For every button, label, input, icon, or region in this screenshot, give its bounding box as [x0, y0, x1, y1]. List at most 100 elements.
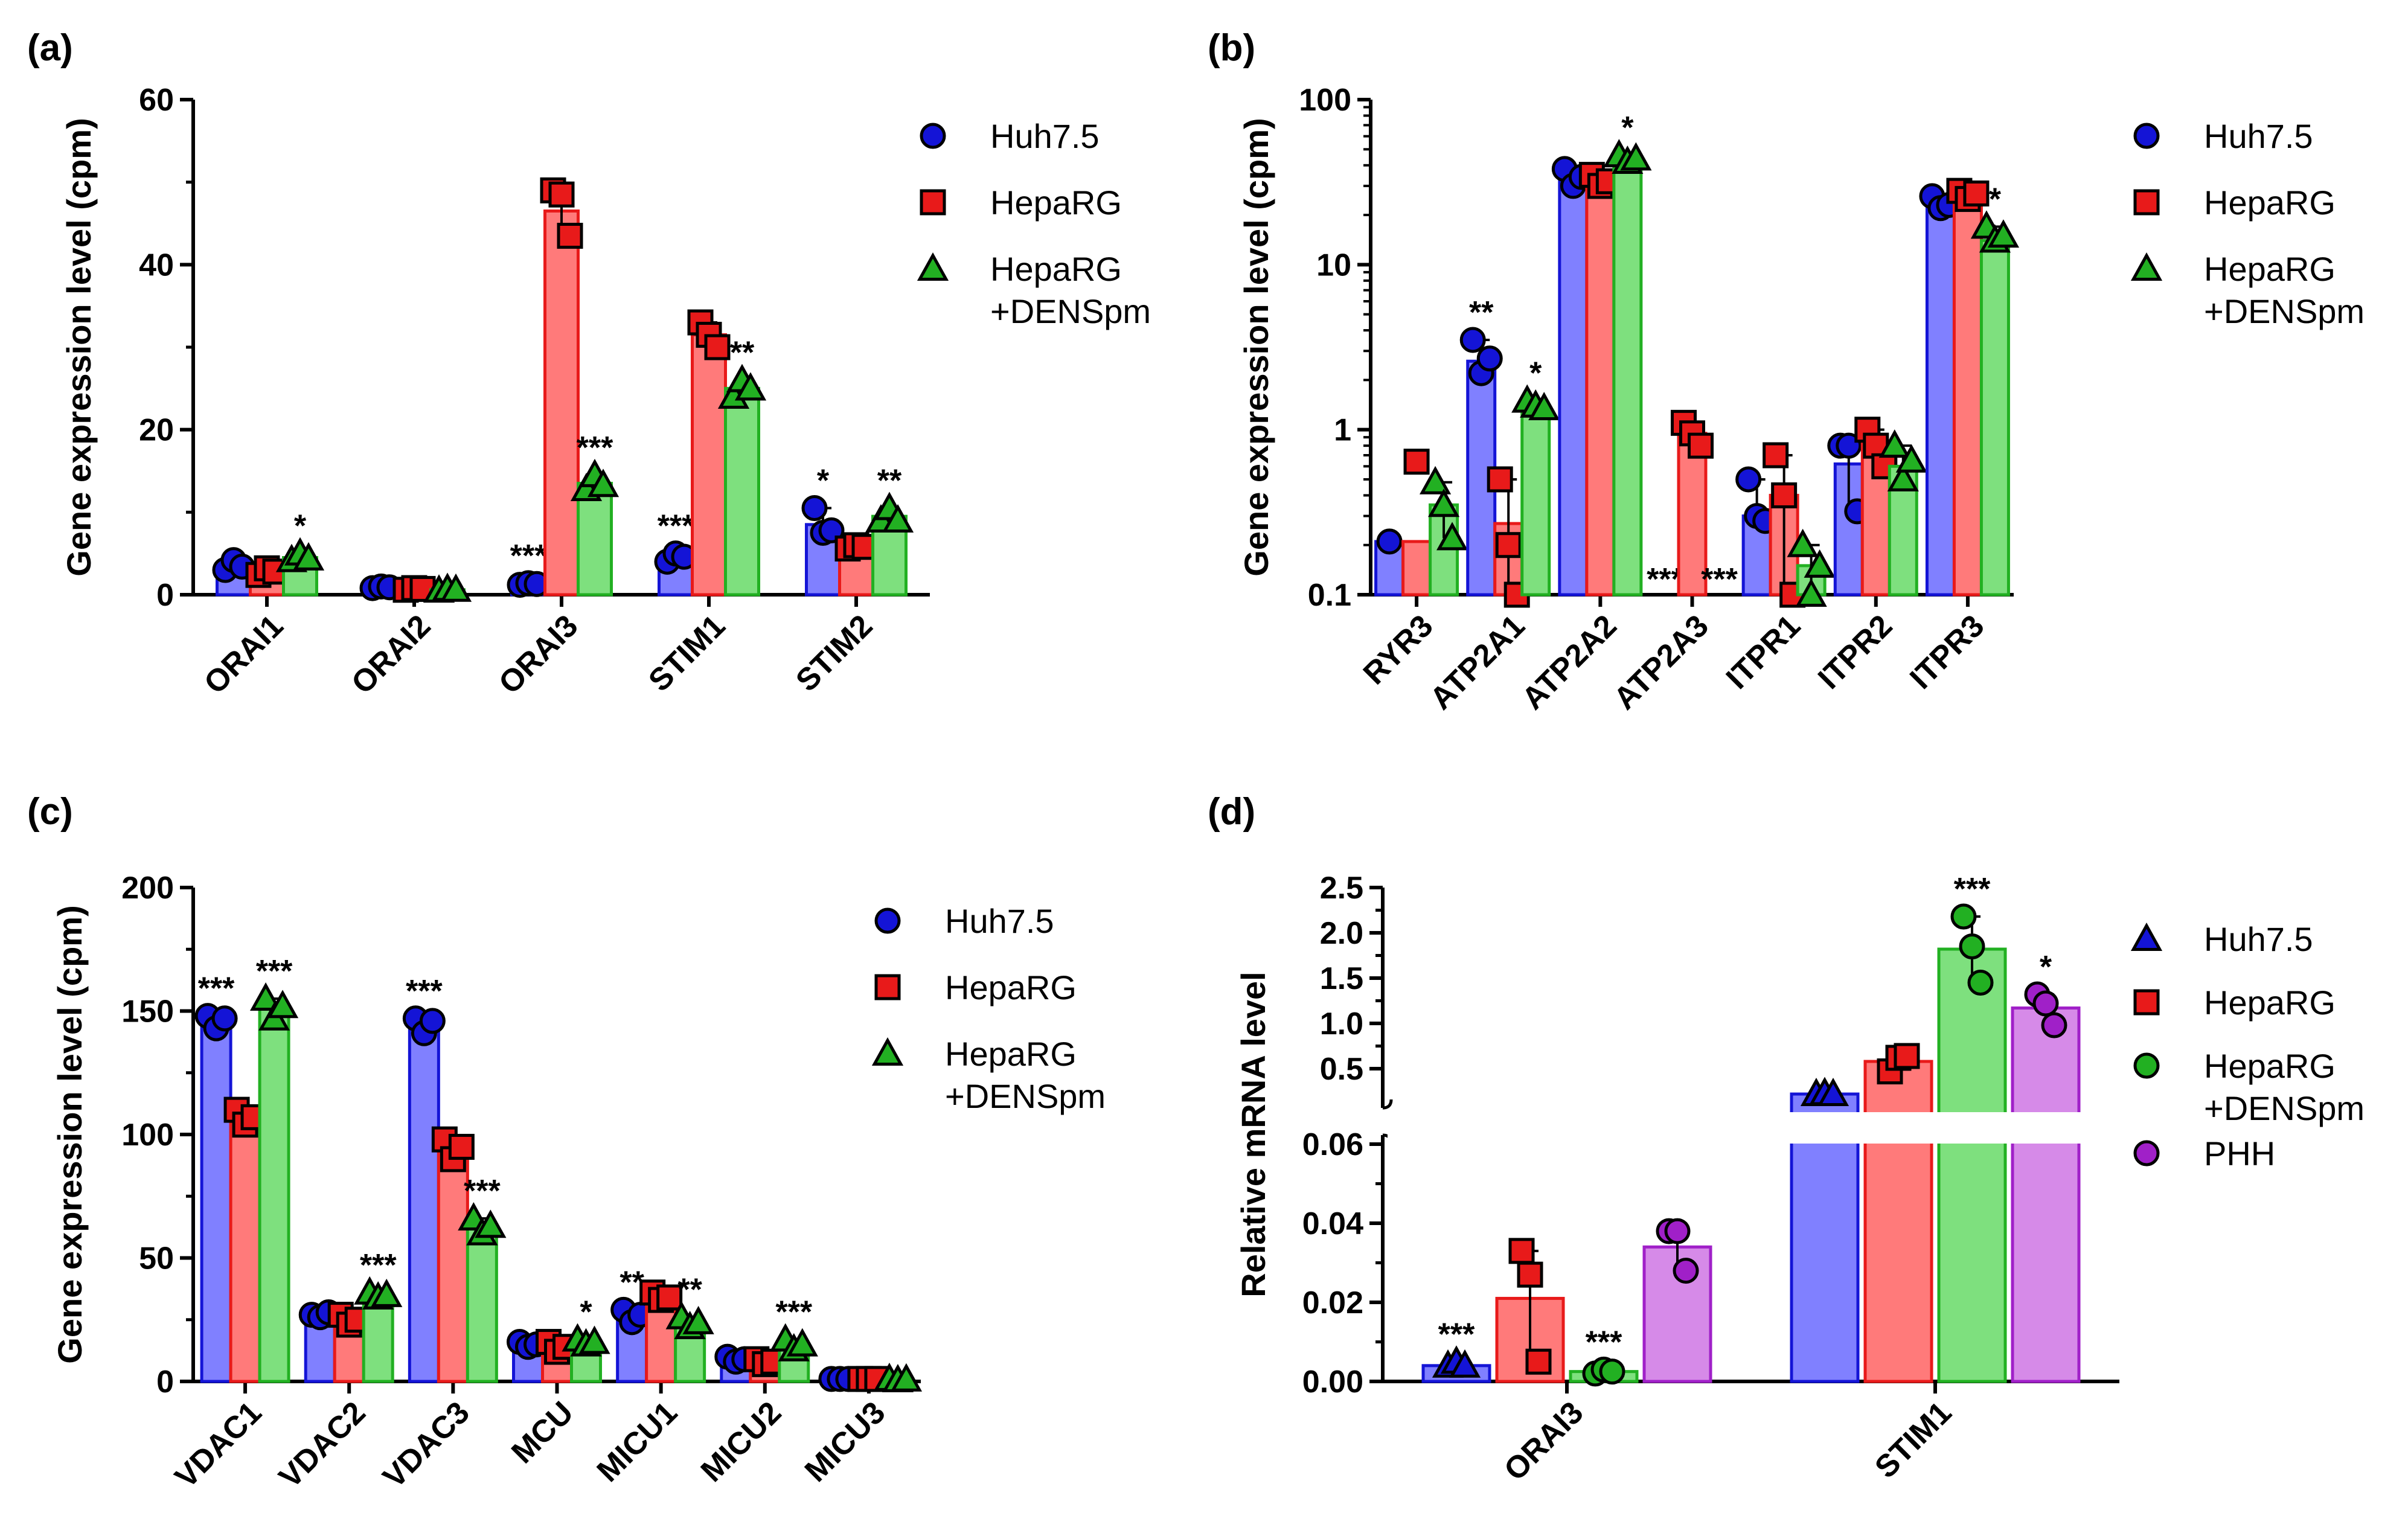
bar-vdac3-heparg-denspm	[466, 1224, 498, 1383]
legend-label: HepaRG	[945, 968, 1077, 1006]
legend-label: HepaRG	[2204, 184, 2336, 222]
significance-mark: ***	[406, 974, 443, 1009]
data-point-heparg-denspm	[1804, 549, 1836, 578]
legend-marker-heparg	[2133, 189, 2160, 216]
significance-mark: **	[730, 336, 755, 371]
y-tick-label: 50	[139, 1241, 174, 1276]
data-point-heparg-denspm	[578, 1325, 610, 1354]
data-point-heparg	[1963, 180, 1990, 206]
legend-marker-heparg	[2133, 989, 2160, 1016]
bar-itpr3-heparg-denspm	[1979, 238, 2010, 597]
bar-stim1-heparg-denspm	[1937, 947, 2007, 1383]
y-tick-label: 100	[1299, 83, 1351, 118]
data-point-heparg-denspm	[1787, 528, 1819, 557]
data-point-huh7-5	[419, 1008, 446, 1034]
x-tick-label: MICU3	[798, 1395, 892, 1488]
significance-mark: ***	[360, 1248, 397, 1283]
bar-stim1-heparg	[1863, 1060, 1933, 1383]
y-tick-label: 200	[121, 871, 174, 906]
data-point-heparg-denspm	[1795, 578, 1827, 607]
legend-label-line: HepaRG	[990, 250, 1122, 288]
significance-mark: ***	[464, 1174, 501, 1209]
y-tick-label: 0.02	[1302, 1285, 1363, 1320]
y-tick-label: 0.00	[1302, 1365, 1363, 1400]
x-tick-label: RYR3	[1357, 608, 1440, 691]
y-axis-title: Relative mRNA level	[1234, 971, 1272, 1298]
significance-mark: ***	[256, 954, 293, 989]
x-tick-label: STIM2	[789, 608, 879, 698]
y-tick-label: 0.04	[1302, 1206, 1363, 1241]
significance-mark: *	[817, 464, 830, 499]
legend-marker-huh7-5	[2133, 123, 2160, 149]
legend-marker-heparg	[874, 974, 901, 1000]
data-point-phh	[2032, 990, 2059, 1017]
data-point-heparg-denspm	[440, 573, 472, 602]
x-tick-label: STIM1	[1868, 1395, 1958, 1485]
legend-label-line: Huh7.5	[945, 902, 1054, 940]
data-point-heparg-denspm	[371, 1278, 403, 1307]
legend-label-line: HepaRG	[2204, 184, 2336, 222]
data-point-huh7-5	[1817, 1078, 1849, 1106]
data-point-heparg-denspm	[786, 1328, 818, 1357]
data-point-huh7-5	[211, 1005, 238, 1032]
data-point-heparg-denspm	[587, 469, 620, 498]
data-point-phh	[1673, 1258, 1699, 1284]
significance-mark: ***	[1438, 1317, 1475, 1352]
legend-label-line: HepaRG	[990, 184, 1122, 222]
legend-label-line: HepaRG	[945, 1035, 1077, 1073]
y-tick-label: 2.0	[1320, 916, 1363, 951]
x-tick-label: ITPR2	[1811, 608, 1899, 696]
data-point-heparg-denspm	[1950, 903, 1977, 930]
x-tick-label: ATP2A3	[1607, 608, 1715, 716]
y-tick-label: 1.0	[1320, 1006, 1363, 1042]
y-tick-label: 2.5	[1320, 871, 1363, 906]
data-point-heparg	[1894, 1043, 1920, 1069]
significance-mark: ***	[1701, 562, 1738, 597]
bar-atp2a1-heparg-denspm	[1520, 404, 1551, 597]
x-tick-label: MICU1	[591, 1395, 684, 1488]
bar-stim1-heparg-denspm	[724, 386, 760, 597]
y-tick-label: 60	[139, 83, 174, 118]
bar-vdac3-huh7-5	[408, 1022, 440, 1383]
bar-ryr3-heparg	[1401, 540, 1432, 597]
panel-label: (a)	[27, 27, 73, 69]
significance-mark: *	[294, 509, 307, 544]
legend-label: Huh7.5	[2204, 920, 2313, 958]
legend-label: PHH	[2204, 1134, 2275, 1173]
y-tick-label: 1.5	[1320, 961, 1363, 996]
y-tick-label: 40	[139, 248, 174, 283]
legend-marker-huh7-5	[874, 907, 901, 934]
data-point-heparg	[1771, 482, 1798, 508]
panel-b: (b) 0.1 1 10 100 Gene expression level (cpm) R…	[1208, 27, 2365, 717]
data-point-heparg-denspm	[1419, 466, 1452, 494]
legend-label: Huh7.5	[990, 117, 1100, 155]
data-point-heparg	[704, 334, 731, 360]
data-point-heparg	[557, 223, 583, 249]
y-axis-title: Gene expression level (cpm)	[1237, 118, 1275, 576]
significance-mark: *	[1529, 356, 1542, 391]
y-tick-label: 0.06	[1302, 1127, 1363, 1162]
data-point-heparg	[448, 1133, 475, 1160]
legend-marker-phh	[2133, 1140, 2160, 1166]
data-point-heparg	[1508, 1238, 1535, 1264]
significance-mark: ***	[198, 971, 235, 1006]
legend-marker-heparg-denspm	[917, 252, 949, 281]
data-point-heparg	[1763, 442, 1789, 469]
legend-label-line: HepaRG	[945, 968, 1077, 1006]
y-tick-label: 20	[139, 413, 174, 448]
bar-itpr3-heparg	[1952, 191, 1983, 597]
data-point-huh7-5	[1476, 345, 1503, 372]
significance-mark: **	[677, 1273, 702, 1308]
legend-marker-huh7-5	[920, 123, 946, 149]
axis-break-mark	[1382, 1099, 1393, 1110]
bar-orai3-heparg	[543, 210, 580, 597]
data-point-heparg-denspm	[682, 1305, 714, 1334]
data-point-heparg-denspm	[890, 1363, 923, 1392]
y-tick-label: 0	[156, 578, 174, 613]
x-tick-label: ATP2A2	[1516, 608, 1624, 716]
significance-mark: **	[877, 464, 902, 499]
legend-label-line: +DENSpm	[990, 292, 1151, 330]
x-tick-label: ITPR3	[1903, 608, 1991, 696]
significance-mark: **	[1469, 295, 1494, 330]
data-point-heparg	[1403, 449, 1430, 475]
